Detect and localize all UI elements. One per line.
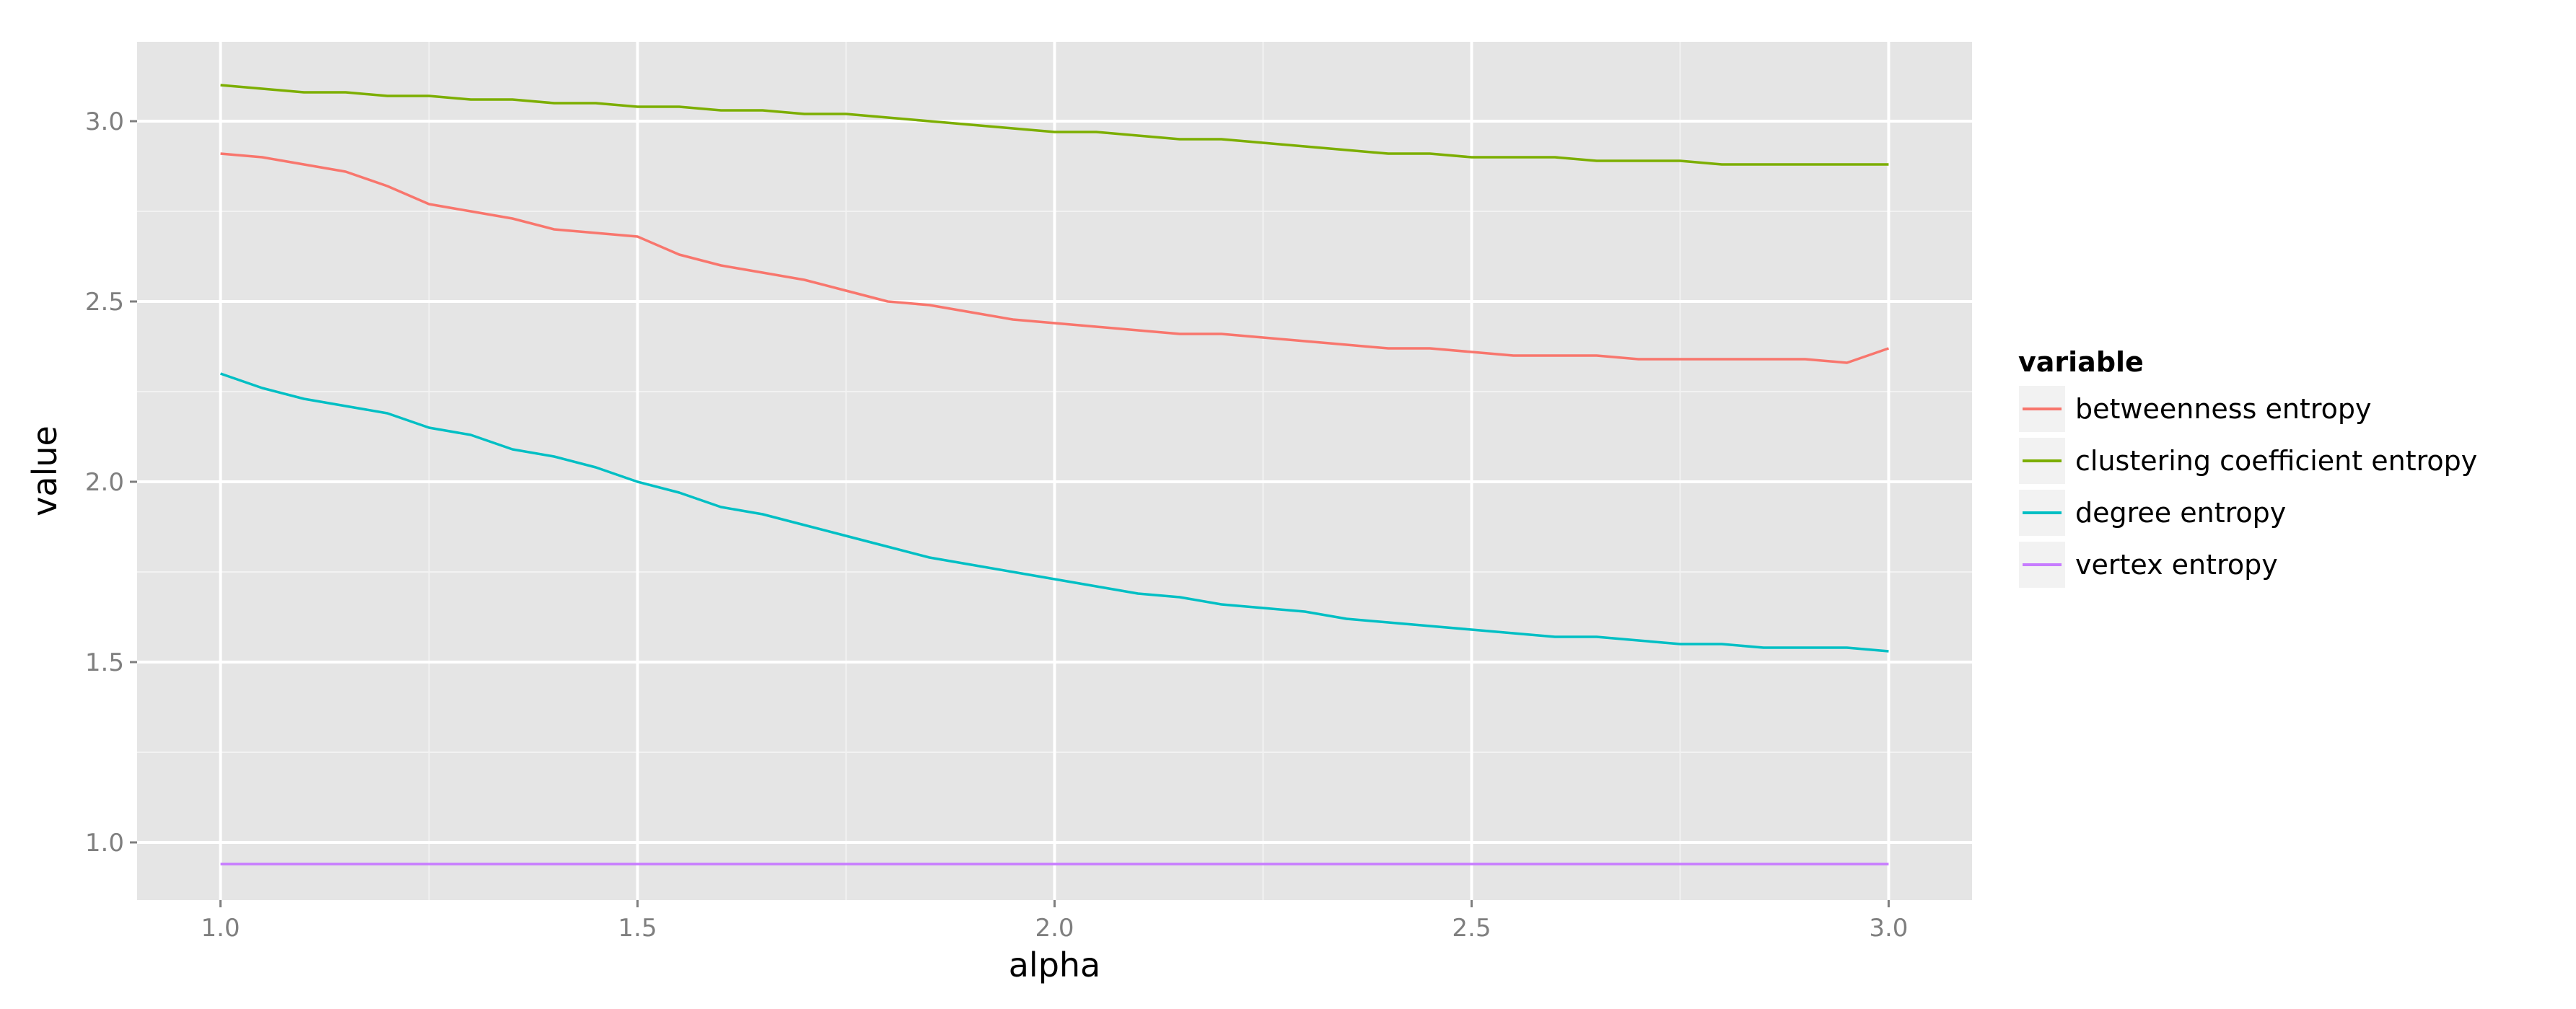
y-axis-title: value [25,426,64,516]
y-tick-label: 3.0 [85,107,124,136]
legend-item-label: vertex entropy [2075,549,2278,581]
series-lines [220,84,1889,865]
x-tick-label: 2.5 [1452,914,1491,943]
legend-title: variable [2018,346,2144,378]
series-line-0 [220,152,1889,364]
y-tick-label: 2.0 [85,468,124,497]
x-tick-label: 3.0 [1869,914,1908,943]
y-tick-label: 1.0 [85,829,124,858]
series-line-1 [220,84,1889,166]
y-tick-label: 2.5 [85,288,124,317]
legend-item-label: clustering coefficient entropy [2075,445,2477,477]
legend-item-label: degree entropy [2075,497,2286,529]
y-axis-ticks: 1.0 1.5 2.0 2.5 3.0 [85,107,137,858]
legend-item-label: betweenness entropy [2075,393,2371,425]
x-tick-label: 1.5 [618,914,657,943]
y-tick-label: 1.5 [85,648,124,677]
x-tick-label: 1.0 [201,914,240,943]
x-axis-title: alpha [1009,946,1101,984]
x-axis-ticks: 1.0 1.5 2.0 2.5 3.0 [201,900,1908,943]
x-tick-label: 2.0 [1035,914,1074,943]
legend: variable betweenness entropy clustering c… [2018,346,2477,589]
series-line-2 [220,372,1889,653]
major-gridlines [137,42,1972,900]
